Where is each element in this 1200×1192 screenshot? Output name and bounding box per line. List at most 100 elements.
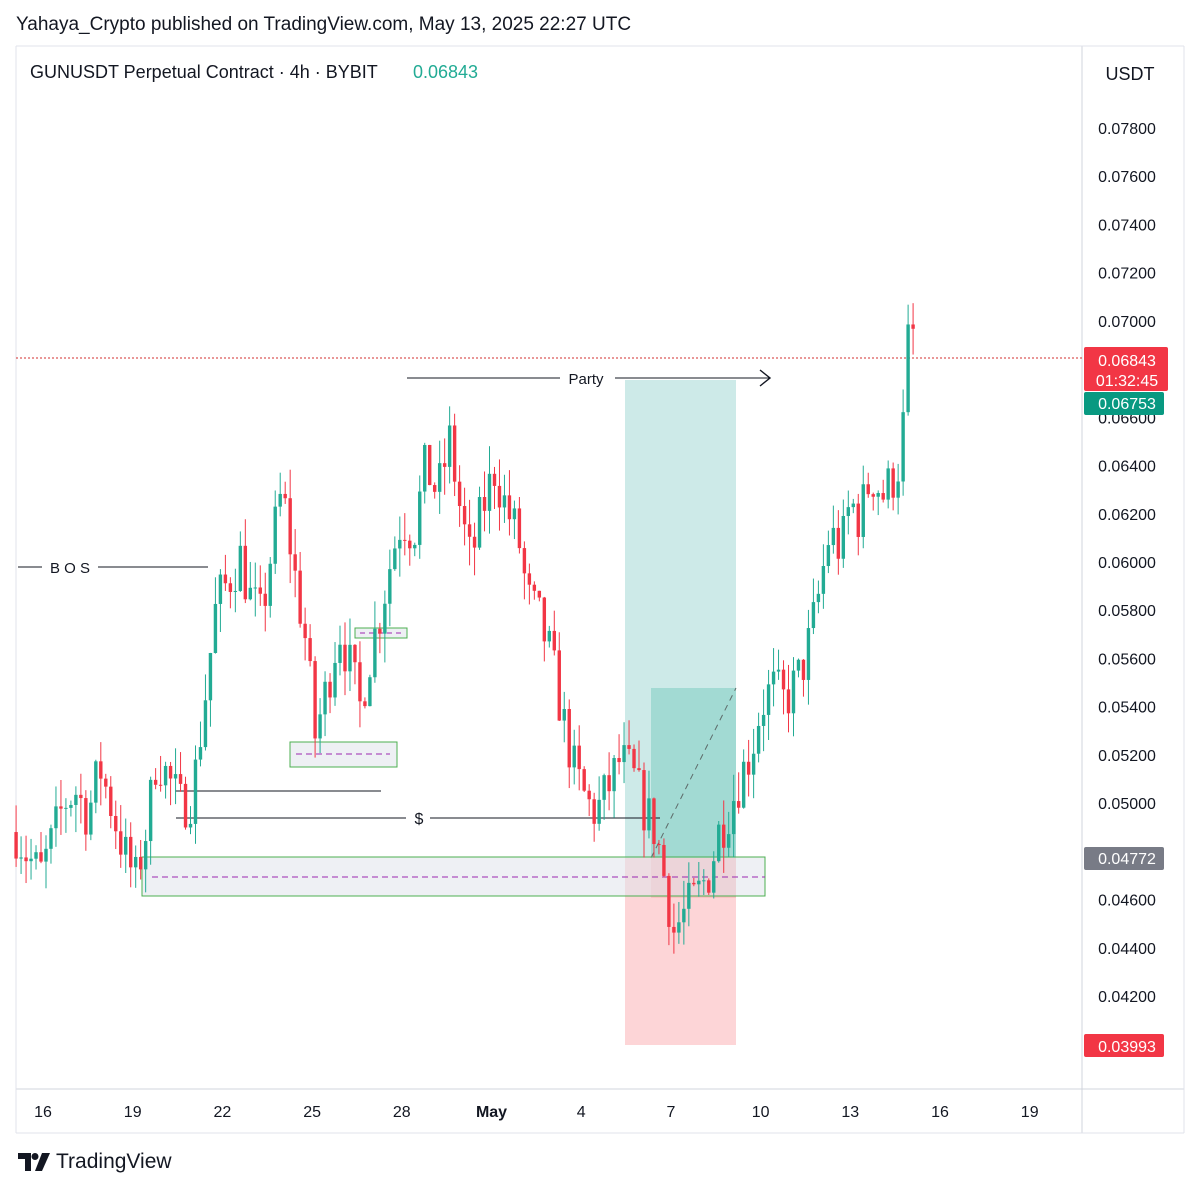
candle-body xyxy=(323,681,327,715)
candle-body xyxy=(143,841,148,870)
price-tick-label: 0.07400 xyxy=(1098,217,1156,234)
target-price-badge xyxy=(1084,392,1164,415)
candle-body xyxy=(243,545,248,600)
candle-body xyxy=(707,880,711,893)
candle-body xyxy=(617,758,621,763)
time-tick-label: 28 xyxy=(393,1104,411,1121)
tradingview-logo[interactable]: TradingView xyxy=(18,1150,172,1174)
candle-body xyxy=(268,563,272,606)
time-tick-label: 19 xyxy=(124,1104,142,1121)
candle-body xyxy=(816,593,821,603)
target-price-label: 0.06753 xyxy=(1084,392,1164,415)
candle-body xyxy=(582,769,586,791)
time-tick-label: 16 xyxy=(931,1104,949,1121)
party-label: Party xyxy=(568,371,604,388)
demand-zone-small[interactable] xyxy=(289,741,398,768)
candle-body xyxy=(29,858,33,862)
candle-body xyxy=(114,815,118,832)
stop-price-badge xyxy=(1084,1034,1164,1057)
price-tick-label: 0.07200 xyxy=(1098,266,1156,283)
candle-body xyxy=(736,801,741,808)
candle-body xyxy=(622,745,626,763)
candle-body xyxy=(697,880,701,885)
candle-body xyxy=(577,745,581,770)
candle-body xyxy=(612,758,616,792)
candle-body xyxy=(891,468,895,498)
candle-body xyxy=(303,623,307,639)
candle-body xyxy=(388,569,392,604)
candle-body xyxy=(771,671,776,685)
candle-body xyxy=(512,508,517,520)
symbol-title: GUNUSDT Perpetual Contract · 4h · BYBIT xyxy=(30,62,378,82)
price-axis-unit[interactable]: USDT xyxy=(1106,64,1155,84)
candle-body xyxy=(104,778,108,787)
candle-body xyxy=(193,759,198,824)
candle-body xyxy=(403,539,407,541)
time-tick-label: 7 xyxy=(666,1104,675,1121)
party-annotation[interactable]: Party xyxy=(407,369,772,388)
party-arrow-head xyxy=(759,369,772,387)
entry-price-badge xyxy=(1084,847,1164,870)
candle-body xyxy=(213,603,218,653)
current-price-value: 0.06843 xyxy=(1098,353,1156,370)
candle-body xyxy=(437,463,442,492)
time-tick-label: 13 xyxy=(841,1104,859,1121)
candle-body xyxy=(288,498,292,555)
candle-body xyxy=(14,832,18,859)
entry-price-value: 0.04772 xyxy=(1098,851,1156,868)
candle-body xyxy=(727,834,731,848)
candle-body xyxy=(119,831,123,855)
candle-body xyxy=(273,506,277,564)
candle-body xyxy=(348,644,352,672)
candle-body xyxy=(677,922,681,933)
price-tick-label: 0.06000 xyxy=(1098,555,1156,572)
candle-body xyxy=(138,856,143,870)
candle-body xyxy=(293,554,297,571)
candle-body xyxy=(756,725,761,754)
candle-body xyxy=(831,527,836,546)
candle-body xyxy=(637,768,641,771)
bos-annotation[interactable]: B O S xyxy=(18,560,208,577)
candle-body xyxy=(746,761,751,775)
candle-body xyxy=(158,784,163,786)
candle-body xyxy=(702,880,706,882)
candle-body xyxy=(682,908,686,923)
liquidity-annotation[interactable]: $ xyxy=(176,811,660,828)
entry-price-label: 0.04772 xyxy=(1084,847,1164,870)
current-price-badge xyxy=(1084,347,1168,391)
candle-body xyxy=(751,753,756,775)
candle-body xyxy=(198,747,203,760)
price-tick-label: 0.07600 xyxy=(1098,169,1156,186)
candle-body xyxy=(163,765,168,786)
candle-body xyxy=(796,659,801,671)
candle-body xyxy=(477,497,482,548)
candle-body xyxy=(343,644,347,672)
candle-body xyxy=(432,485,437,492)
candle-body xyxy=(223,574,228,584)
candle-body xyxy=(24,857,28,862)
candle-body xyxy=(607,775,611,792)
price-ticks: 0.078000.076000.074000.072000.070000.066… xyxy=(1098,121,1156,1006)
long-position-tool[interactable] xyxy=(625,380,737,1045)
price-tick-label: 0.06400 xyxy=(1098,459,1156,476)
time-tick-label: 19 xyxy=(1021,1104,1039,1121)
demand-zone-main[interactable] xyxy=(141,856,766,897)
candle-body xyxy=(687,882,691,909)
candle-body xyxy=(856,503,860,537)
candle-body xyxy=(467,524,472,537)
candle-body xyxy=(283,493,287,499)
legend-last-price: 0.06843 xyxy=(413,62,478,82)
candle-body xyxy=(218,574,223,604)
candle-body xyxy=(124,836,128,855)
candle-body xyxy=(328,681,332,698)
liquidity-label: $ xyxy=(415,811,424,828)
stop-price-value: 0.03993 xyxy=(1098,1039,1156,1056)
candle-body xyxy=(79,794,83,799)
candle-body xyxy=(487,473,492,511)
candle-body xyxy=(906,324,910,413)
candle-body xyxy=(59,806,63,809)
candle-body xyxy=(662,844,666,876)
candle-body xyxy=(183,783,188,828)
time-tick-label: 10 xyxy=(752,1104,770,1121)
